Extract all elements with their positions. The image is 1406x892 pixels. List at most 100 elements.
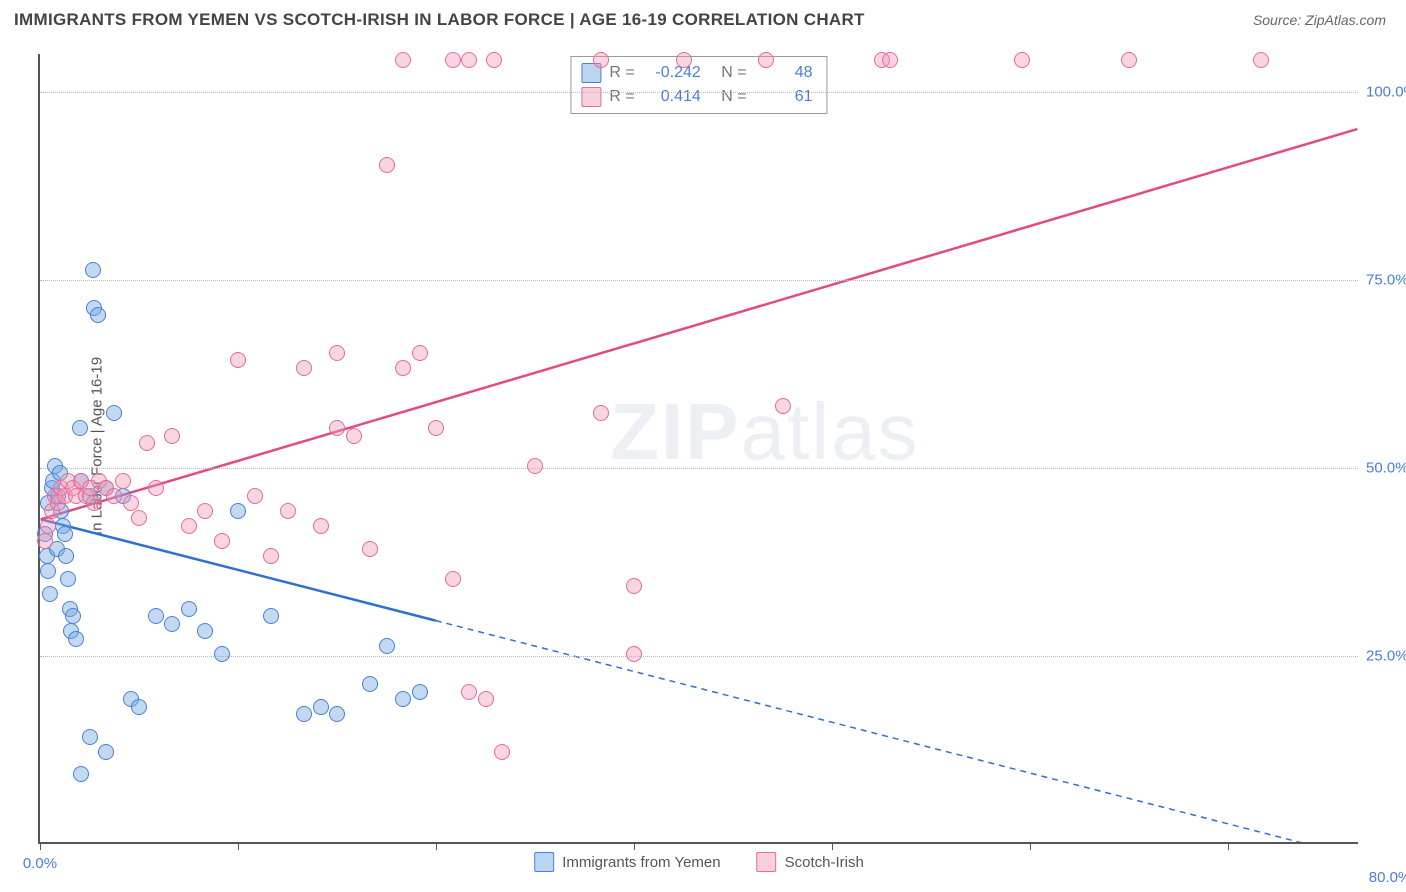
- xtick: [832, 842, 833, 850]
- data-point-yemen: [68, 631, 84, 647]
- data-point-scotch_irish: [882, 52, 898, 68]
- ytick-label: 100.0%: [1366, 83, 1406, 100]
- data-point-scotch_irish: [445, 52, 461, 68]
- data-point-scotch_irish: [461, 684, 477, 700]
- xtick: [238, 842, 239, 850]
- data-point-scotch_irish: [123, 495, 139, 511]
- stats-row-pink: R = 0.414 N = 61: [581, 85, 812, 109]
- r-label: R =: [609, 61, 634, 85]
- trend-line-yemen: [41, 519, 436, 620]
- xtick-label-last: 80.0%: [1369, 869, 1406, 886]
- legend-label: Immigrants from Yemen: [562, 854, 720, 871]
- data-point-yemen: [313, 699, 329, 715]
- data-point-scotch_irish: [86, 495, 102, 511]
- data-point-yemen: [58, 548, 74, 564]
- ytick-label: 75.0%: [1366, 271, 1406, 288]
- watermark-thin: atlas: [741, 387, 920, 476]
- swatch-blue: [534, 852, 554, 872]
- r-value-pink: 0.414: [643, 85, 701, 109]
- data-point-yemen: [379, 638, 395, 654]
- legend-label: Scotch-Irish: [785, 854, 864, 871]
- data-point-scotch_irish: [486, 52, 502, 68]
- data-point-scotch_irish: [412, 345, 428, 361]
- data-point-yemen: [60, 571, 76, 587]
- data-point-scotch_irish: [329, 420, 345, 436]
- xtick: [634, 842, 635, 850]
- xtick-label-first: 0.0%: [23, 855, 57, 872]
- data-point-scotch_irish: [148, 480, 164, 496]
- data-point-scotch_irish: [263, 548, 279, 564]
- data-point-yemen: [82, 729, 98, 745]
- data-point-scotch_irish: [181, 518, 197, 534]
- data-point-yemen: [90, 307, 106, 323]
- data-point-scotch_irish: [379, 157, 395, 173]
- data-point-scotch_irish: [395, 360, 411, 376]
- data-point-scotch_irish: [329, 345, 345, 361]
- data-point-scotch_irish: [214, 533, 230, 549]
- data-point-scotch_irish: [775, 398, 791, 414]
- gridline-h: [40, 656, 1358, 657]
- data-point-yemen: [214, 646, 230, 662]
- data-point-scotch_irish: [197, 503, 213, 519]
- data-point-scotch_irish: [40, 518, 56, 534]
- correlation-chart: ZIPatlas R = -0.242 N = 48 R = 0.414 N =…: [38, 54, 1358, 844]
- data-point-scotch_irish: [313, 518, 329, 534]
- data-point-scotch_irish: [626, 578, 642, 594]
- n-label: N =: [721, 61, 746, 85]
- data-point-yemen: [362, 676, 378, 692]
- data-point-scotch_irish: [461, 52, 477, 68]
- gridline-h: [40, 92, 1358, 93]
- n-value-pink: 61: [755, 85, 813, 109]
- data-point-scotch_irish: [280, 503, 296, 519]
- data-point-scotch_irish: [115, 473, 131, 489]
- data-point-scotch_irish: [1253, 52, 1269, 68]
- ytick-label: 50.0%: [1366, 459, 1406, 476]
- r-value-blue: -0.242: [643, 61, 701, 85]
- data-point-yemen: [412, 684, 428, 700]
- data-point-yemen: [106, 405, 122, 421]
- gridline-h: [40, 280, 1358, 281]
- data-point-scotch_irish: [478, 691, 494, 707]
- data-point-yemen: [197, 623, 213, 639]
- trend-lines: [40, 54, 1358, 842]
- stats-box: R = -0.242 N = 48 R = 0.414 N = 61: [570, 56, 827, 114]
- data-point-yemen: [73, 766, 89, 782]
- trend-line-scotch_irish: [41, 129, 1358, 519]
- data-point-yemen: [40, 563, 56, 579]
- data-point-scotch_irish: [428, 420, 444, 436]
- data-point-scotch_irish: [106, 488, 122, 504]
- n-label: N =: [721, 85, 746, 109]
- data-point-scotch_irish: [593, 405, 609, 421]
- data-point-yemen: [131, 699, 147, 715]
- watermark-bold: ZIP: [610, 387, 740, 476]
- data-point-scotch_irish: [362, 541, 378, 557]
- data-point-scotch_irish: [395, 52, 411, 68]
- header: IMMIGRANTS FROM YEMEN VS SCOTCH-IRISH IN…: [0, 0, 1406, 36]
- data-point-scotch_irish: [37, 533, 53, 549]
- gridline-h: [40, 468, 1358, 469]
- data-point-yemen: [72, 420, 88, 436]
- swatch-pink: [757, 852, 777, 872]
- data-point-yemen: [296, 706, 312, 722]
- data-point-yemen: [57, 526, 73, 542]
- data-point-yemen: [98, 744, 114, 760]
- watermark: ZIPatlas: [610, 386, 919, 478]
- source-attribution: Source: ZipAtlas.com: [1253, 12, 1386, 28]
- data-point-scotch_irish: [296, 360, 312, 376]
- chart-title: IMMIGRANTS FROM YEMEN VS SCOTCH-IRISH IN…: [14, 10, 865, 30]
- data-point-scotch_irish: [346, 428, 362, 444]
- data-point-scotch_irish: [494, 744, 510, 760]
- data-point-scotch_irish: [164, 428, 180, 444]
- r-label: R =: [609, 85, 634, 109]
- xtick: [1030, 842, 1031, 850]
- xtick: [40, 842, 41, 850]
- data-point-yemen: [263, 608, 279, 624]
- legend-item-yemen: Immigrants from Yemen: [534, 852, 720, 872]
- data-point-scotch_irish: [139, 435, 155, 451]
- legend-item-scotch-irish: Scotch-Irish: [757, 852, 864, 872]
- data-point-scotch_irish: [445, 571, 461, 587]
- data-point-yemen: [65, 608, 81, 624]
- data-point-scotch_irish: [1014, 52, 1030, 68]
- swatch-pink: [581, 87, 601, 107]
- data-point-yemen: [181, 601, 197, 617]
